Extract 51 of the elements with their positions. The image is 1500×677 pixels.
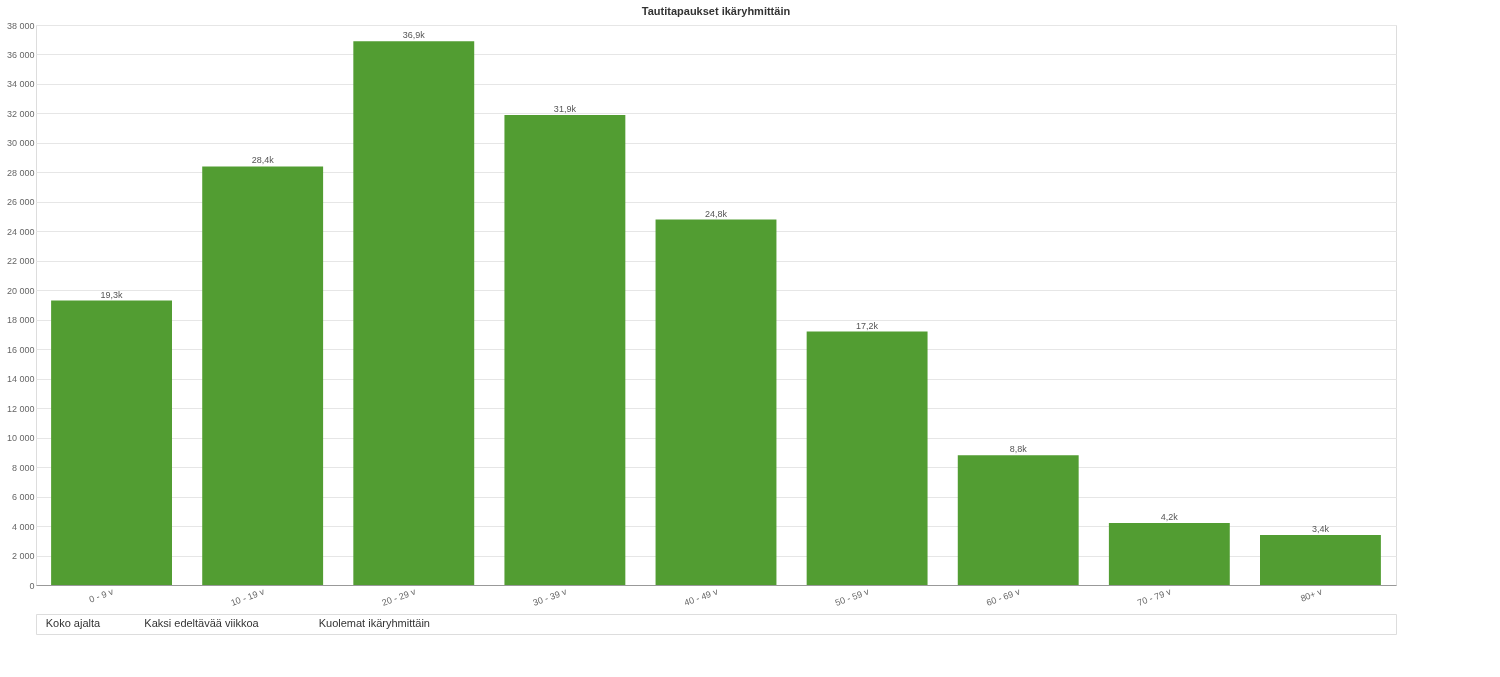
data-label: 3,4k <box>1311 523 1330 534</box>
y-tick-label: 32 000 <box>6 108 35 119</box>
data-label: 28,4k <box>251 155 275 166</box>
y-tick-label: 10 000 <box>6 433 35 444</box>
text: Koko ajalta <box>45 617 102 629</box>
data-label: 19,3k <box>100 289 124 300</box>
data-label: 17,2k <box>856 320 879 331</box>
y-tick-label: 4 000 <box>11 521 35 532</box>
x-tick-label: 50 - 59 v <box>833 586 871 608</box>
y-tick-label: 8 000 <box>11 462 35 473</box>
bar <box>655 219 777 585</box>
x-tick-label: 80+ v <box>1299 586 1324 604</box>
bar <box>1108 523 1230 585</box>
x-tick-label: 40 - 49 v <box>682 586 720 608</box>
y-tick-label: 38 000 <box>6 20 35 31</box>
y-tick-label: 30 000 <box>6 138 35 149</box>
y-tick-label: 26 000 <box>6 197 35 208</box>
y-tick-label: 28 000 <box>6 167 35 178</box>
x-tick-label: 70 - 79 v <box>1136 586 1173 608</box>
bar <box>504 114 626 585</box>
y-tick-label: 6 000 <box>11 492 35 503</box>
bar <box>202 166 324 585</box>
y-tick-label: 36 000 <box>6 49 35 60</box>
bar <box>51 300 172 585</box>
data-label: 36,9k <box>402 30 426 41</box>
x-tick-label: 60 - 69 v <box>984 586 1022 608</box>
x-tick-label: 20 - 29 v <box>380 586 418 608</box>
bar <box>353 41 475 585</box>
bar <box>1260 534 1381 585</box>
x-tick-label: 0 - 9 v <box>87 586 116 605</box>
x-tick-label: 30 - 39 v <box>531 586 569 608</box>
bar <box>806 331 928 585</box>
data-label: 24,8k <box>704 208 728 219</box>
y-tick-label: 12 000 <box>6 403 35 414</box>
y-tick-label: 0 <box>29 580 35 591</box>
y-tick-label: 22 000 <box>6 256 35 267</box>
y-tick-label: 14 000 <box>6 374 35 385</box>
y-tick-label: 2 000 <box>11 551 35 562</box>
y-tick-label: 34 000 <box>6 79 35 90</box>
x-tick-label: 10 - 19 v <box>229 586 267 608</box>
bar <box>957 455 1079 585</box>
data-label: 4,2k <box>1160 512 1179 523</box>
y-tick-label: 24 000 <box>6 226 35 237</box>
y-tick-label: 16 000 <box>6 344 35 355</box>
chart-title: Tautitapaukset ikäryhmittäin <box>641 5 791 17</box>
data-label: 31,9k <box>553 103 577 114</box>
y-tick-label: 20 000 <box>6 285 35 296</box>
data-label: 8,8k <box>1009 444 1028 455</box>
text: Kaksi edeltävää viikkoa <box>144 617 260 629</box>
text: Kuolemat ikäryhmittäin <box>318 617 430 629</box>
y-tick-label: 18 000 <box>6 315 35 326</box>
